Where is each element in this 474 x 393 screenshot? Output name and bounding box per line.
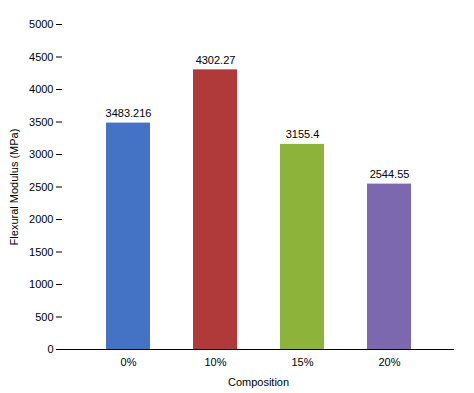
svg-text:5000: 5000: [29, 18, 53, 30]
svg-text:4302.27: 4302.27: [196, 54, 236, 66]
svg-text:10%: 10%: [204, 356, 226, 368]
svg-text:3483.216: 3483.216: [106, 107, 152, 119]
svg-text:3500: 3500: [29, 116, 53, 128]
svg-text:15%: 15%: [291, 356, 313, 368]
svg-text:Composition: Composition: [228, 376, 289, 388]
svg-text:3000: 3000: [29, 148, 53, 160]
svg-text:2544.55: 2544.55: [370, 168, 410, 180]
svg-text:Flexural Modulus (MPa): Flexural Modulus (MPa): [8, 129, 20, 246]
svg-text:0: 0: [47, 343, 53, 355]
svg-text:4000: 4000: [29, 83, 53, 95]
svg-text:0%: 0%: [121, 356, 137, 368]
svg-text:1500: 1500: [29, 246, 53, 258]
svg-text:2500: 2500: [29, 181, 53, 193]
svg-text:500: 500: [35, 311, 53, 323]
svg-text:20%: 20%: [378, 356, 400, 368]
svg-text:4500: 4500: [29, 51, 53, 63]
svg-text:3155.4: 3155.4: [286, 128, 320, 140]
svg-text:1000: 1000: [29, 278, 53, 290]
svg-text:2000: 2000: [29, 213, 53, 225]
